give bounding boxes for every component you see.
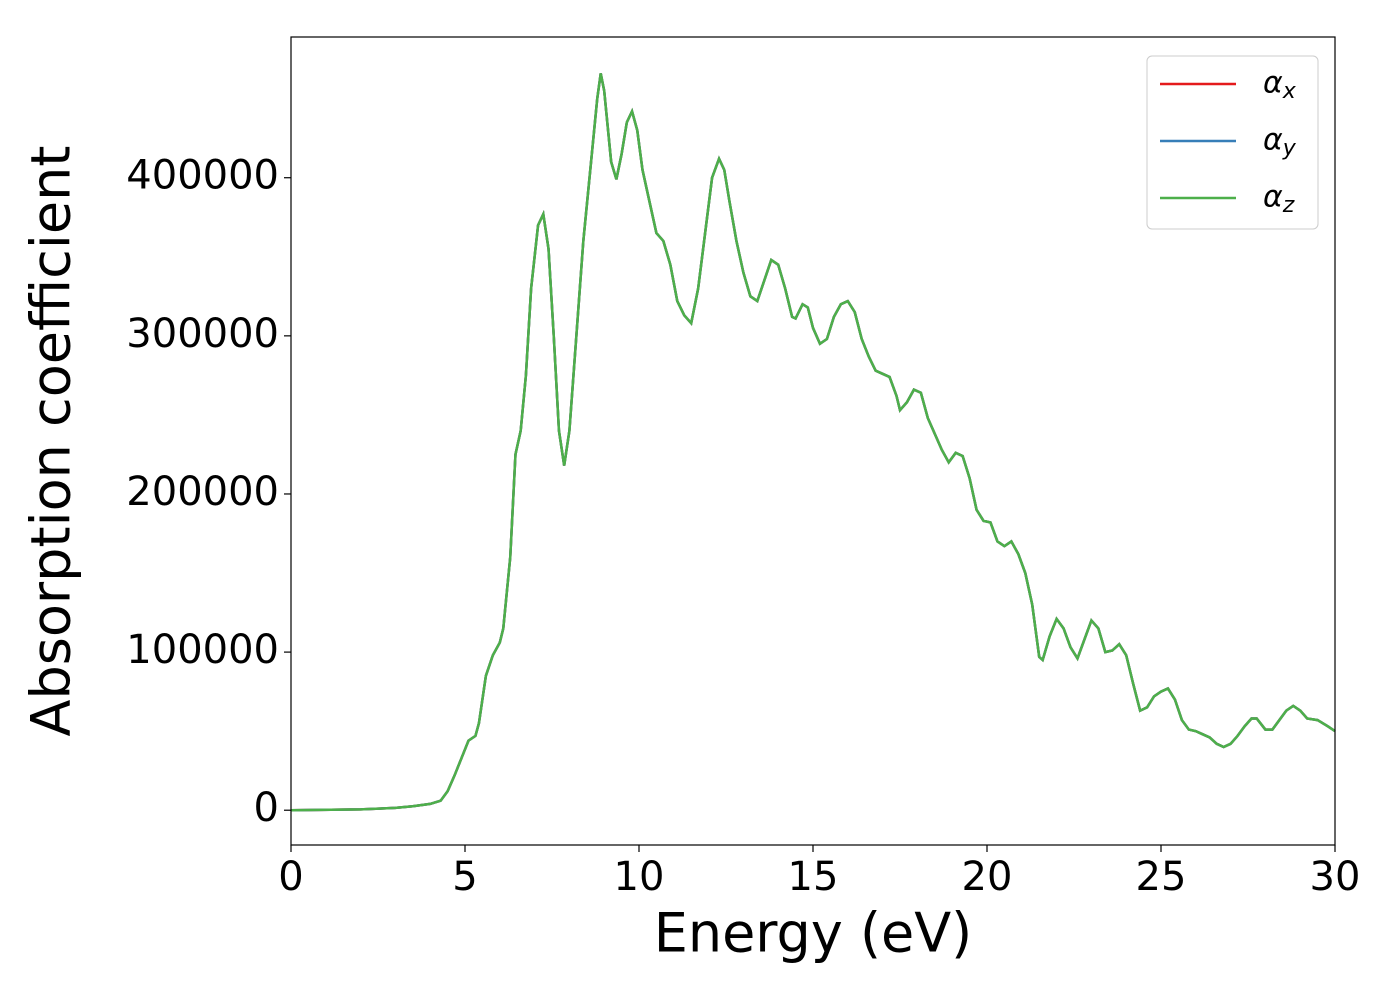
x-tick-label: 10 — [614, 854, 665, 900]
y-tick-label: 0 — [254, 785, 279, 831]
legend-box — [1146, 55, 1319, 230]
x-tick-label: 30 — [1310, 854, 1361, 900]
y-tick-label: 100000 — [126, 627, 279, 673]
legend-label: αy — [1263, 123, 1297, 162]
x-tick-label: 20 — [962, 854, 1013, 900]
y-tick-label: 300000 — [126, 311, 279, 357]
y-tick-label: 400000 — [126, 153, 279, 199]
x-tick-label: 25 — [1136, 854, 1187, 900]
x-tick-label: 0 — [278, 854, 303, 900]
x-axis-label: Energy (eV) — [654, 902, 973, 965]
y-axis-label: Absorption coefficient — [20, 146, 83, 737]
data-line — [290, 73, 1336, 812]
x-tick-label: 5 — [452, 854, 477, 900]
plot-frame — [290, 36, 1336, 846]
legend-label: αx — [1263, 66, 1297, 105]
y-tick-label: 200000 — [126, 469, 279, 515]
x-tick-label: 15 — [788, 854, 839, 900]
